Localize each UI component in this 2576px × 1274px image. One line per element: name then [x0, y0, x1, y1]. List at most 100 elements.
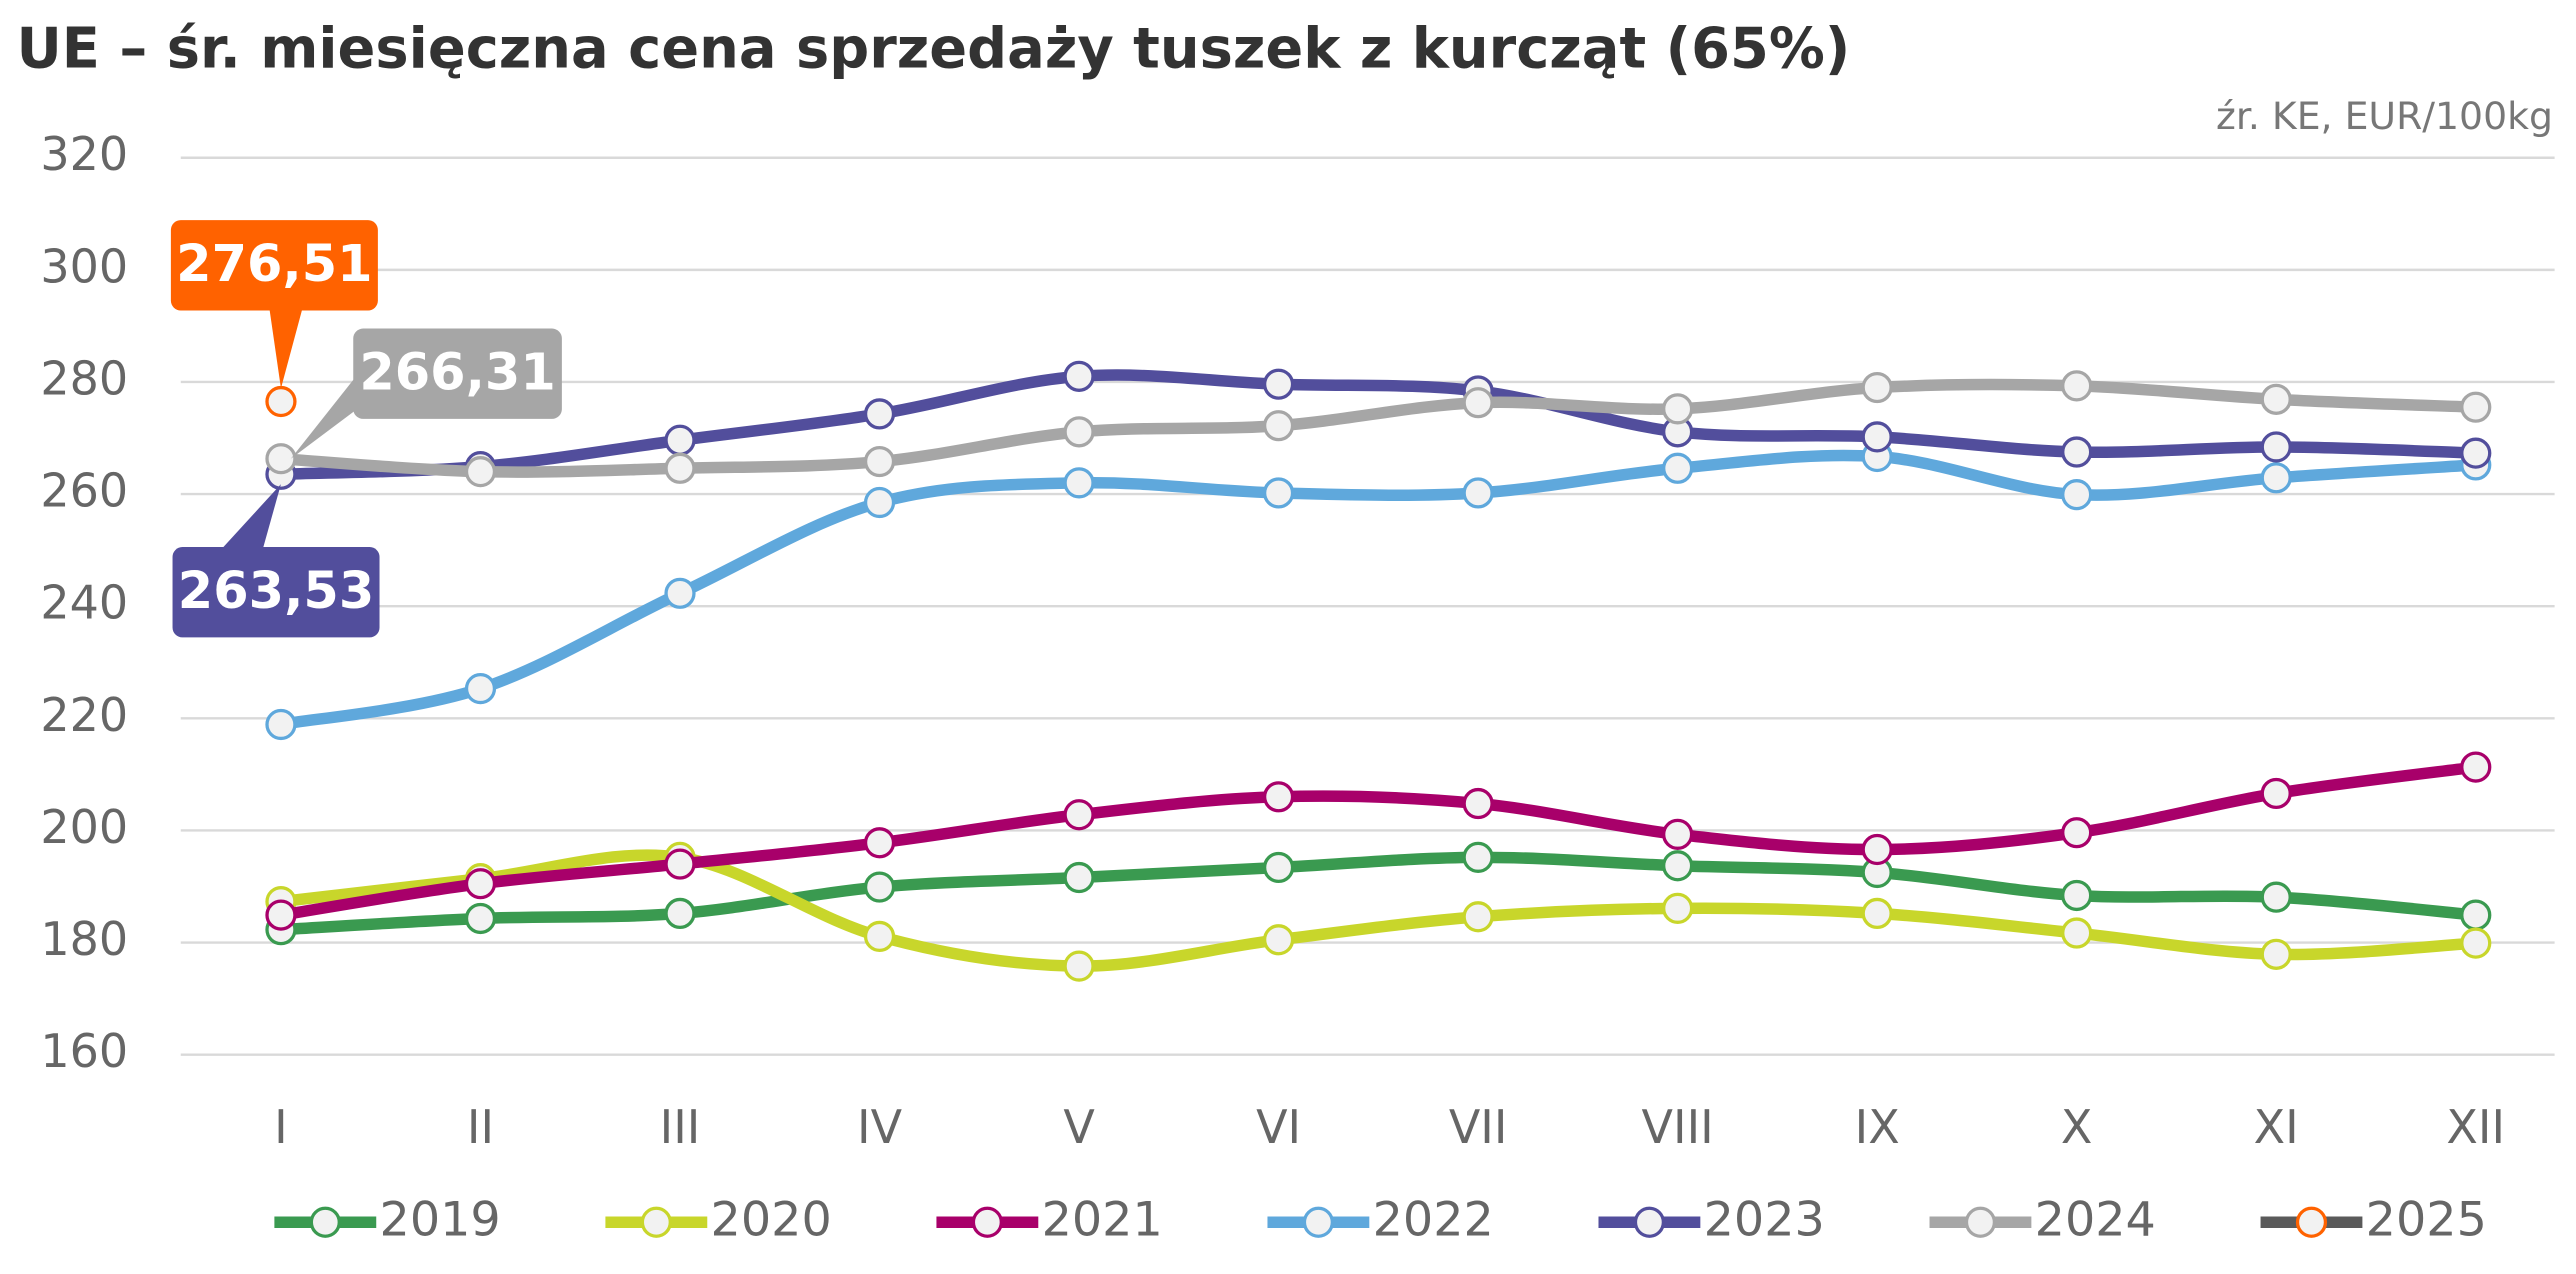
callout-pointer: [221, 484, 281, 549]
data-point: [2061, 370, 2093, 402]
legend-marker: [1964, 1206, 1997, 1238]
data-point: [1662, 393, 1694, 425]
legend-label: 2022: [1373, 1192, 1494, 1247]
plot-area: [265, 360, 2492, 982]
data-point: [2061, 817, 2093, 849]
callout-pointer: [269, 308, 303, 389]
data-point: [863, 398, 896, 430]
data-point: [2460, 899, 2492, 931]
data-point: [1861, 897, 1893, 930]
data-point: [2061, 879, 2093, 912]
data-point: [1662, 818, 1694, 850]
data-point: [2460, 437, 2492, 469]
y-tick-label: 300: [40, 239, 128, 293]
legend-label: 2021: [1042, 1192, 1163, 1247]
legend-label: 2025: [2366, 1192, 2487, 1247]
data-point: [2260, 938, 2292, 970]
data-point: [863, 827, 896, 859]
data-point: [2460, 927, 2492, 959]
callout-box: [170, 220, 378, 311]
y-tick-label: 320: [40, 127, 128, 181]
data-point: [664, 577, 696, 609]
y-tick-label: 280: [40, 351, 128, 405]
data-point: [464, 868, 497, 900]
data-point: [1063, 950, 1095, 982]
series-line: [275, 851, 2482, 936]
data-point: [2260, 462, 2292, 494]
data-point: [2260, 383, 2292, 415]
series-line: [275, 449, 2482, 731]
callout-box: [353, 328, 562, 419]
x-tick-label: I: [274, 1100, 288, 1154]
series-line: [275, 378, 2482, 478]
x-tick-label: VII: [1449, 1100, 1508, 1154]
data-label: 263,53: [178, 562, 374, 621]
legend-marker: [2295, 1206, 2328, 1238]
x-tick-label: V: [1063, 1100, 1095, 1154]
x-tick-label: XI: [2254, 1100, 2299, 1154]
data-point: [863, 445, 896, 478]
legend-label: 2020: [711, 1192, 832, 1247]
data-point: [1861, 833, 1893, 866]
data-point: [1462, 841, 1494, 873]
data-point: [265, 385, 297, 418]
data-point: [464, 902, 497, 935]
data-point: [464, 456, 497, 488]
data-point: [2260, 777, 2292, 810]
data-point: [863, 486, 896, 519]
data-point: [1063, 799, 1095, 831]
data-point: [1063, 416, 1095, 448]
x-tick-label: XII: [2446, 1100, 2505, 1154]
legend-label: 2023: [1704, 1192, 1825, 1247]
x-tick-label: IX: [1855, 1100, 1900, 1154]
data-point: [1462, 477, 1494, 509]
data-point: [265, 708, 297, 741]
data-point: [1662, 892, 1694, 924]
data-point: [664, 452, 696, 484]
data-point: [1063, 360, 1095, 392]
legend-marker: [971, 1206, 1003, 1238]
legend-marker: [640, 1206, 672, 1238]
data-point: [1861, 421, 1893, 453]
y-tick-label: 260: [40, 464, 128, 518]
data-point: [2061, 436, 2093, 468]
y-tick-label: 160: [40, 1024, 128, 1078]
y-tick-label: 240: [40, 576, 128, 630]
data-point: [863, 871, 896, 903]
data-point: [664, 424, 696, 456]
x-tick-label: VIII: [1642, 1100, 1714, 1154]
data-point: [1662, 452, 1694, 484]
data-point: [2460, 751, 2492, 783]
data-point: [1262, 851, 1295, 884]
data-point: [1262, 781, 1295, 813]
data-point: [2260, 431, 2292, 463]
data-point: [1262, 924, 1295, 956]
legend-label: 2024: [2035, 1192, 2156, 1247]
data-point: [1262, 477, 1295, 509]
data-point: [1462, 901, 1494, 933]
data-label: 276,51: [176, 235, 372, 294]
legend-label: 2019: [380, 1192, 501, 1247]
x-tick-label: VI: [1256, 1100, 1301, 1154]
data-point: [265, 443, 297, 475]
data-point: [1262, 368, 1295, 400]
data-point: [2260, 881, 2292, 913]
y-tick-label: 180: [40, 912, 128, 966]
legend: 2019 2020 2021 2022 2023 2024 2025: [274, 1192, 2487, 1247]
data-point: [2061, 917, 2093, 949]
data-point: [1462, 787, 1494, 820]
data-point: [664, 897, 696, 930]
series-line: [275, 761, 2482, 921]
data-point: [1462, 387, 1494, 419]
y-tick-label: 220: [40, 688, 128, 742]
data-point: [1063, 861, 1095, 894]
callout-box: [172, 547, 380, 638]
data-point: [2061, 479, 2093, 511]
data-point: [664, 848, 696, 880]
callout-pointer: [290, 377, 355, 459]
x-tick-label: III: [660, 1100, 701, 1154]
chart-subtitle: źr. KE, EUR/100kg: [2216, 94, 2553, 138]
data-point: [2460, 391, 2492, 423]
